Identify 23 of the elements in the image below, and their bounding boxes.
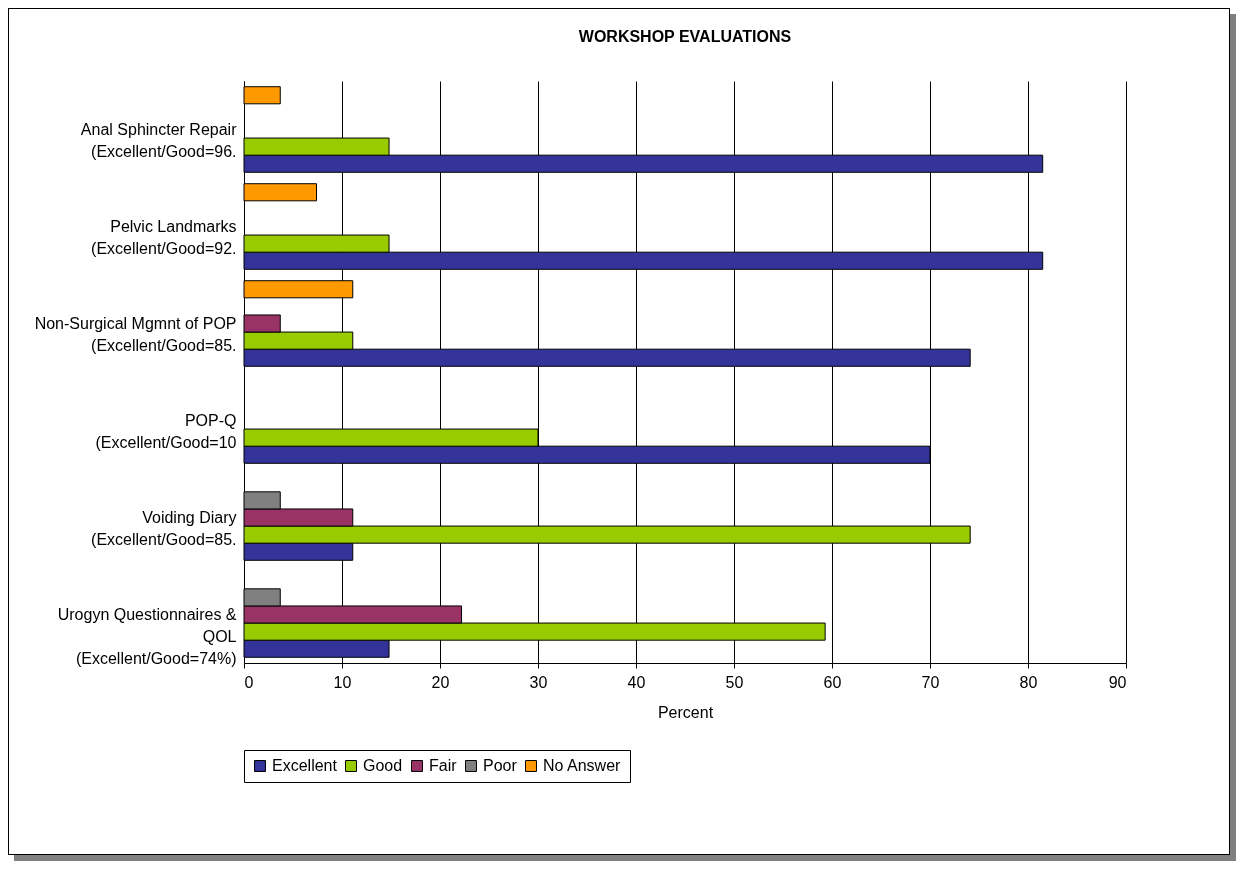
x-tick-label: 50 xyxy=(725,673,744,691)
x-tick-label: 90 xyxy=(1108,673,1127,691)
x-tick-label: 10 xyxy=(333,673,352,691)
y-tick-label: Pelvic Landmarks (Excellent/Good=92. xyxy=(91,217,237,257)
x-tick-label: 0 xyxy=(244,673,254,691)
y-tick-label: POP-Q (Excellent/Good=10 xyxy=(95,411,237,451)
x-axis-title: Percent xyxy=(657,703,714,721)
y-tick-label: Urogyn Questionnaires & QOL (Excellent/Good=74%) xyxy=(57,605,237,667)
legend-label: Good xyxy=(363,757,403,774)
x-tick-label: 40 xyxy=(627,673,646,691)
legend-label: Excellent xyxy=(272,757,338,774)
y-tick-label: Non-Surgical Mgmnt of POP (Excellent/Good=85. xyxy=(34,314,237,354)
y-tick-label: Anal Sphincter Repair (Excellent/Good=96. xyxy=(80,120,238,160)
legend-label: Poor xyxy=(483,757,518,774)
legend-label: No Answer xyxy=(543,757,622,774)
legend-label: Fair xyxy=(429,757,458,774)
x-tick-label: 20 xyxy=(431,673,450,691)
y-tick-label: Voiding Diary (Excellent/Good=85. xyxy=(91,508,237,548)
x-tick-label: 80 xyxy=(1019,673,1038,691)
chart-title: WORKSHOP EVALUATIONS xyxy=(578,28,792,45)
x-tick-label: 30 xyxy=(529,673,548,691)
x-tick-label: 70 xyxy=(921,673,940,691)
x-tick-label: 60 xyxy=(823,673,842,691)
